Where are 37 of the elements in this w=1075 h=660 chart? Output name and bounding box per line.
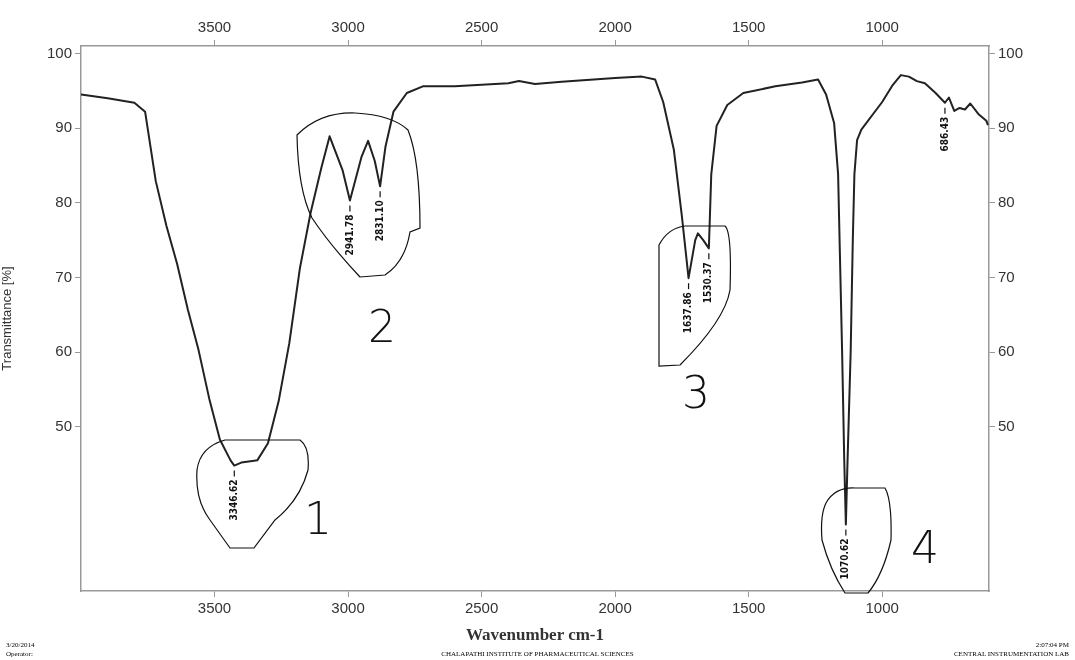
x-tick-label: 1000 — [865, 599, 899, 617]
y2-tick-label: 100 — [998, 43, 1024, 61]
annotation: 1070.62 — [839, 538, 851, 580]
x-tick-label: 2000 — [598, 599, 632, 617]
annotation: 2941.78 — [343, 214, 355, 256]
annotation: 3 — [682, 367, 710, 418]
y2-tick-label: 60 — [998, 342, 1015, 360]
x2-tick-label: 2000 — [598, 18, 632, 36]
x2-tick-label: 2500 — [464, 18, 499, 36]
y2-tick-label: 90 — [998, 118, 1015, 136]
annotation: 3346.62 — [227, 479, 239, 521]
x-tick-label: 2500 — [464, 599, 499, 617]
annotation: 1530.37 — [702, 262, 714, 304]
x-axis-title: Wavenumber cm-1 — [465, 625, 605, 645]
x2-tick-label: 3000 — [331, 18, 365, 36]
y-tick-label: 80 — [55, 192, 72, 210]
annotation: 2 — [368, 301, 396, 352]
x2-tick-label: 3500 — [197, 18, 232, 36]
x2-tick-label: 1000 — [865, 18, 899, 36]
y-tick-label: 70 — [55, 267, 72, 285]
y-tick-label: 60 — [55, 342, 72, 360]
x-tick-label: 3500 — [197, 599, 232, 617]
annotation: 686.43 — [938, 116, 950, 152]
y2-tick-label: 80 — [998, 192, 1015, 210]
annotation: 2831.10 — [373, 200, 385, 242]
y2-tick-label: 50 — [998, 416, 1015, 434]
x2-tick-label: 1500 — [731, 18, 766, 36]
y2-tick-label: 70 — [998, 267, 1015, 285]
annotation: 1637.86 — [682, 292, 694, 334]
x-tick-label: 3000 — [331, 599, 365, 617]
y-tick-label: 90 — [55, 118, 72, 136]
x-tick-label: 1500 — [731, 599, 766, 617]
annotation: 1 — [304, 493, 332, 544]
annotation: 4 — [911, 522, 939, 573]
y-tick-label: 100 — [46, 43, 72, 61]
y-tick-label: 50 — [55, 416, 72, 434]
y-axis-title: Transmittance [%] — [0, 266, 15, 371]
